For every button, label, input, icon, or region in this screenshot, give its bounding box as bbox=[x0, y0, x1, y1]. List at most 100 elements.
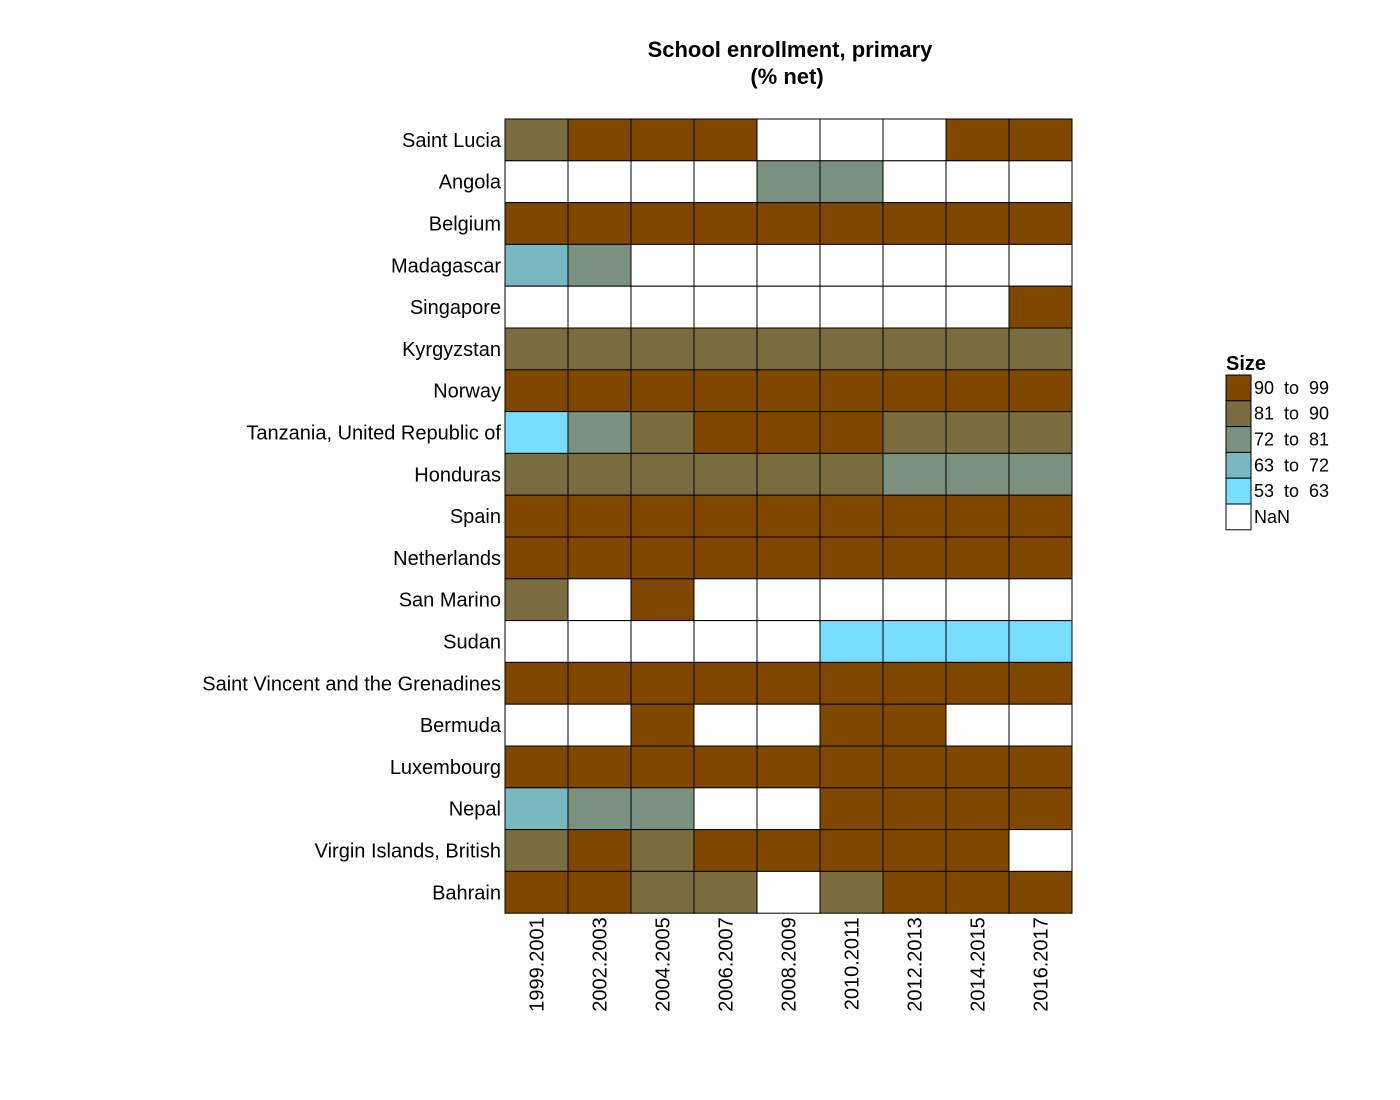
heatmap-cell bbox=[882, 327, 947, 371]
heatmap-cell bbox=[819, 829, 884, 872]
heatmap-cell bbox=[693, 285, 758, 329]
heatmap-cell bbox=[882, 745, 947, 789]
heatmap-cell bbox=[630, 369, 695, 413]
heatmap-cell bbox=[693, 369, 758, 413]
column-labels: 1999.2001 2002.2003 2004.2005 2006.2007 2008… bbox=[527, 917, 1053, 1012]
heatmap-cell bbox=[693, 870, 758, 914]
row-label: Luxembourg bbox=[390, 757, 501, 779]
heatmap-cell bbox=[567, 160, 632, 204]
heatmap-cell bbox=[756, 327, 821, 371]
heatmap-cell bbox=[693, 620, 758, 663]
row-label: Netherlands bbox=[393, 548, 501, 570]
heatmap-cell bbox=[945, 536, 1010, 580]
heatmap-cell bbox=[945, 787, 1010, 831]
heatmap-cell bbox=[756, 494, 821, 538]
heatmap-cell bbox=[504, 661, 569, 705]
heatmap-cell bbox=[693, 829, 758, 872]
row-label: Norway bbox=[433, 381, 501, 403]
heatmap-cell bbox=[882, 829, 947, 872]
legend-label: 72 to 81 bbox=[1254, 430, 1329, 450]
legend-label: 90 to 99 bbox=[1254, 378, 1329, 398]
heatmap-cell bbox=[945, 578, 1010, 622]
heatmap-cell bbox=[630, 160, 695, 204]
heatmap-cell bbox=[945, 870, 1010, 914]
column-label: 2008.2009 bbox=[779, 917, 801, 1012]
heatmap-cell bbox=[819, 411, 884, 454]
heatmap-cell bbox=[504, 536, 569, 580]
heatmap-cell bbox=[504, 578, 569, 622]
heatmap-cell bbox=[504, 285, 569, 329]
heatmap-cell bbox=[567, 870, 632, 914]
heatmap-cell bbox=[882, 703, 947, 747]
heatmap-cell bbox=[567, 202, 632, 245]
heatmap-cell bbox=[1008, 202, 1073, 245]
heatmap-cell bbox=[567, 369, 632, 413]
heatmap-cell bbox=[504, 829, 569, 872]
heatmap-cell bbox=[1008, 661, 1073, 705]
heatmap-cell bbox=[693, 243, 758, 287]
row-label: Nepal bbox=[449, 799, 501, 821]
row-label: Saint Lucia bbox=[402, 130, 502, 152]
heatmap-cell bbox=[756, 661, 821, 705]
heatmap-cell bbox=[693, 787, 758, 831]
heatmap-cell bbox=[945, 452, 1010, 496]
legend-swatch bbox=[1225, 503, 1252, 531]
heatmap-cell bbox=[693, 661, 758, 705]
heatmap-cell bbox=[504, 452, 569, 496]
heatmap-cell bbox=[693, 452, 758, 496]
heatmap-cell bbox=[756, 243, 821, 287]
heatmap-cell bbox=[1008, 620, 1073, 663]
heatmap-cell bbox=[945, 620, 1010, 663]
heatmap-cell bbox=[882, 536, 947, 580]
heatmap-cell bbox=[693, 202, 758, 245]
heatmap-cell bbox=[1008, 536, 1073, 580]
heatmap-cell bbox=[882, 494, 947, 538]
heatmap-cell bbox=[630, 829, 695, 872]
heatmap-cell bbox=[693, 411, 758, 454]
heatmap-cell bbox=[945, 202, 1010, 245]
row-labels: Saint Lucia Angola Belgium Madagascar Singap… bbox=[202, 130, 502, 904]
column-label: 2012.2013 bbox=[905, 917, 927, 1012]
heatmap-cell bbox=[504, 494, 569, 538]
heatmap-cell bbox=[1008, 870, 1073, 914]
heatmap-cell bbox=[882, 118, 947, 162]
heatmap-cell bbox=[504, 369, 569, 413]
heatmap-cell bbox=[756, 703, 821, 747]
legend-swatch bbox=[1225, 374, 1252, 402]
heatmap-cell bbox=[819, 620, 884, 663]
row-label: San Marino bbox=[399, 590, 501, 612]
heatmap-cell bbox=[945, 661, 1010, 705]
heatmap-cell bbox=[504, 243, 569, 287]
heatmap-cell bbox=[882, 661, 947, 705]
row-label: Bermuda bbox=[420, 715, 502, 737]
legend-swatch bbox=[1225, 400, 1252, 428]
legend-label: NaN bbox=[1254, 507, 1290, 527]
heatmap-cell bbox=[756, 829, 821, 872]
heatmap-cell bbox=[504, 703, 569, 747]
heatmap-cell bbox=[630, 411, 695, 454]
heatmap-cell bbox=[756, 369, 821, 413]
heatmap-cell bbox=[693, 703, 758, 747]
legend-swatch bbox=[1225, 477, 1252, 505]
heatmap-cell bbox=[882, 243, 947, 287]
heatmap-cell bbox=[882, 620, 947, 663]
heatmap-cell bbox=[882, 578, 947, 622]
heatmap-cell bbox=[567, 494, 632, 538]
legend-label: 63 to 72 bbox=[1254, 455, 1329, 475]
row-label: Sudan bbox=[443, 632, 501, 654]
heatmap-cell bbox=[882, 870, 947, 914]
heatmap-cell bbox=[819, 160, 884, 204]
heatmap-cell bbox=[567, 787, 632, 831]
heatmap-cells bbox=[504, 118, 1073, 914]
heatmap-cell bbox=[819, 578, 884, 622]
heatmap-cell bbox=[630, 118, 695, 162]
heatmap-cell bbox=[819, 202, 884, 245]
heatmap-cell bbox=[882, 787, 947, 831]
legend-swatch bbox=[1225, 451, 1252, 479]
heatmap-cell bbox=[819, 285, 884, 329]
heatmap-cell bbox=[756, 620, 821, 663]
heatmap-cell bbox=[819, 494, 884, 538]
heatmap-cell bbox=[504, 870, 569, 914]
chart-title: School enrollment, primary (% net) bbox=[648, 37, 934, 89]
